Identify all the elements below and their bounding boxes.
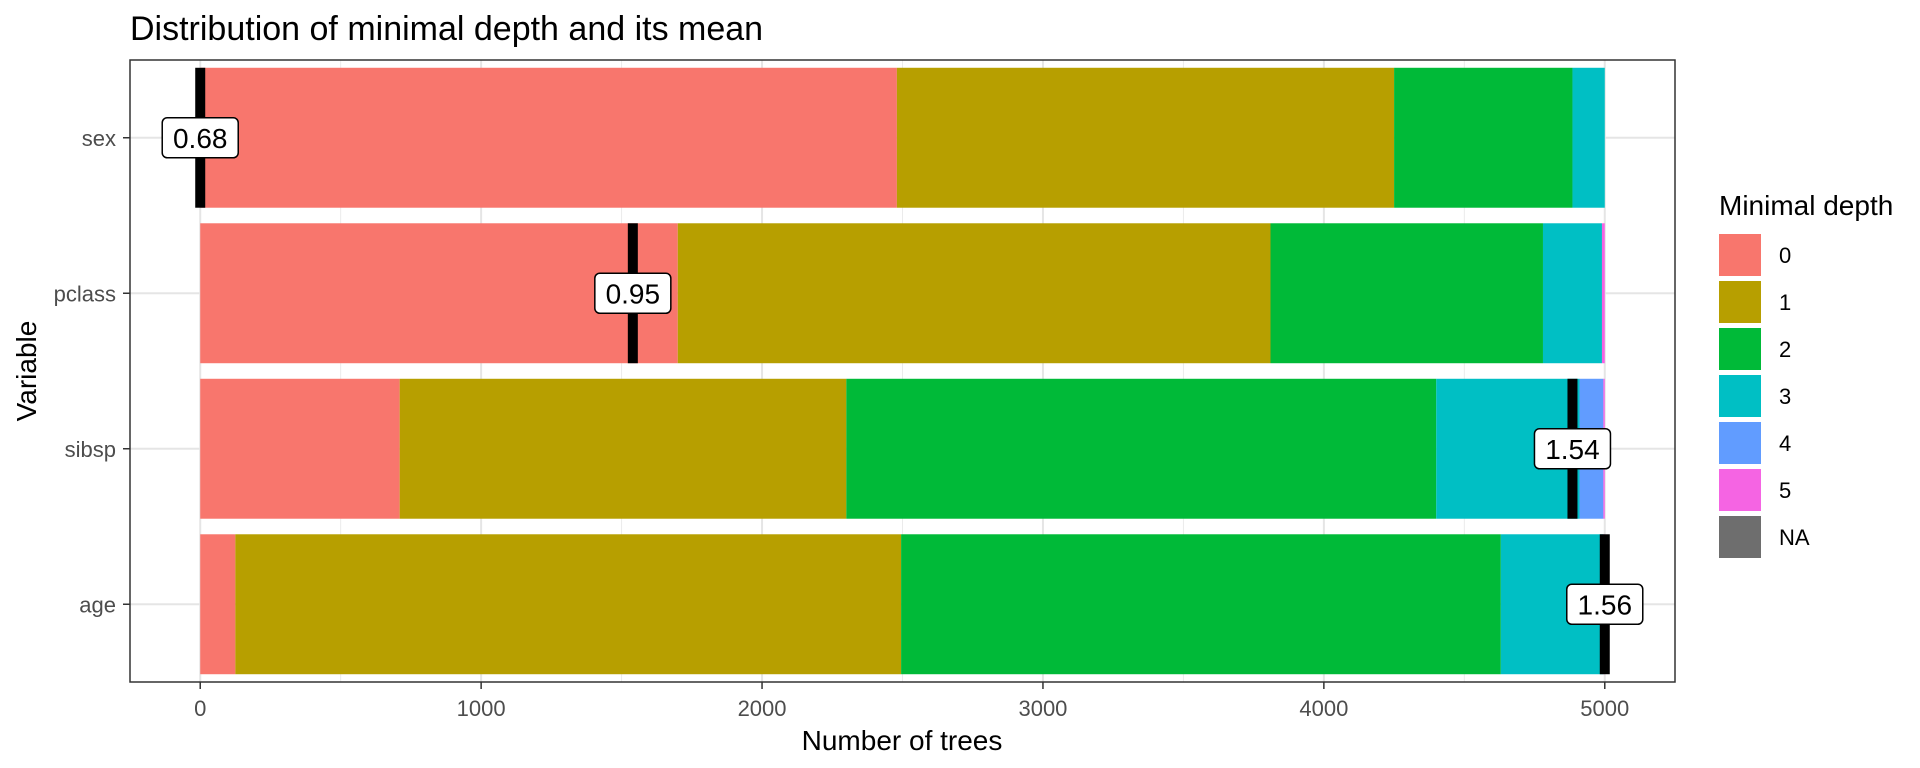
x-tick-label: 3000 (1018, 696, 1067, 721)
x-axis-ticks: 0 1000 2000 3000 4000 5000 (194, 682, 1629, 721)
bar-segment-age-depth-2 (901, 534, 1501, 675)
bar-segment-sibsp-depth-2 (846, 378, 1437, 519)
y-tick-label-sibsp: sibsp (65, 437, 116, 462)
bar-segment-age-depth-1 (235, 534, 902, 675)
bar-segment-sex-depth-0 (200, 67, 897, 208)
mean-label-age: 1.56 (1578, 589, 1633, 620)
bar-segment-pclass-depth-1 (677, 223, 1271, 364)
bar-segment-sex-depth-1 (896, 67, 1395, 208)
bar-segment-pclass-depth-2 (1270, 223, 1543, 364)
bar-segment-sibsp-depth-0 (200, 378, 400, 519)
mean-label-sex: 0.68 (173, 123, 228, 154)
legend-key-3 (1719, 375, 1761, 417)
legend-key-4 (1719, 422, 1761, 464)
legend-key-NA (1719, 516, 1761, 558)
x-tick-label: 2000 (738, 696, 787, 721)
legend-label-4: 4 (1779, 431, 1791, 456)
mean-label-box-age (1566, 583, 1644, 625)
legend-key-2 (1719, 328, 1761, 370)
x-tick-label: 4000 (1299, 696, 1348, 721)
legend-label-2: 2 (1779, 337, 1791, 362)
bar-segment-pclass-depth-3 (1542, 223, 1602, 364)
y-tick-label-age: age (79, 592, 116, 617)
legend-label-3: 3 (1779, 384, 1791, 409)
mean-label-sibsp: 1.54 (1545, 434, 1600, 465)
plot-panel: 0.68 0.95 1.54 1.56 (129, 59, 1676, 683)
legend-items: 0 1 2 3 4 5 NA (1719, 234, 1810, 558)
x-axis-title: Number of trees (802, 725, 1003, 756)
legend-key-1 (1719, 281, 1761, 323)
y-tick-label-sex: sex (82, 126, 116, 151)
mean-markers: 0.68 0.95 1.54 1.56 (161, 67, 1644, 675)
legend-label-1: 1 (1779, 290, 1791, 315)
bar-segment-pclass-depth-5 (1601, 223, 1605, 364)
legend-key-0 (1719, 234, 1761, 276)
legend-title: Minimal depth (1719, 190, 1893, 221)
panel-border (129, 59, 1676, 683)
chart-title: Distribution of minimal depth and its me… (130, 10, 763, 48)
x-tick-label: 0 (194, 696, 206, 721)
legend-label-0: 0 (1779, 243, 1791, 268)
mean-label-box-sibsp (1533, 428, 1612, 470)
mean-label-box-sex (161, 117, 239, 159)
legend-label-5: 5 (1779, 478, 1791, 503)
y-axis-title: Variable (11, 321, 42, 422)
bar-segment-sibsp-depth-1 (399, 378, 847, 519)
legend-label-NA: NA (1779, 525, 1810, 550)
legend: Minimal depth 0 1 2 3 4 5 NA (1719, 190, 1893, 558)
bar-stack-group (200, 67, 1605, 675)
y-axis-ticks: sex pclass sibsp age (54, 126, 130, 617)
mean-label-box-pclass (594, 272, 672, 314)
mean-label-pclass: 0.95 (606, 278, 661, 309)
bar-segment-sex-depth-3 (1572, 67, 1605, 208)
bar-segment-sex-depth-2 (1394, 67, 1573, 208)
y-tick-label-pclass: pclass (54, 281, 116, 306)
x-tick-label: 1000 (457, 696, 506, 721)
x-tick-label: 5000 (1580, 696, 1629, 721)
bar-segment-age-depth-0 (200, 534, 236, 675)
legend-key-5 (1719, 469, 1761, 511)
